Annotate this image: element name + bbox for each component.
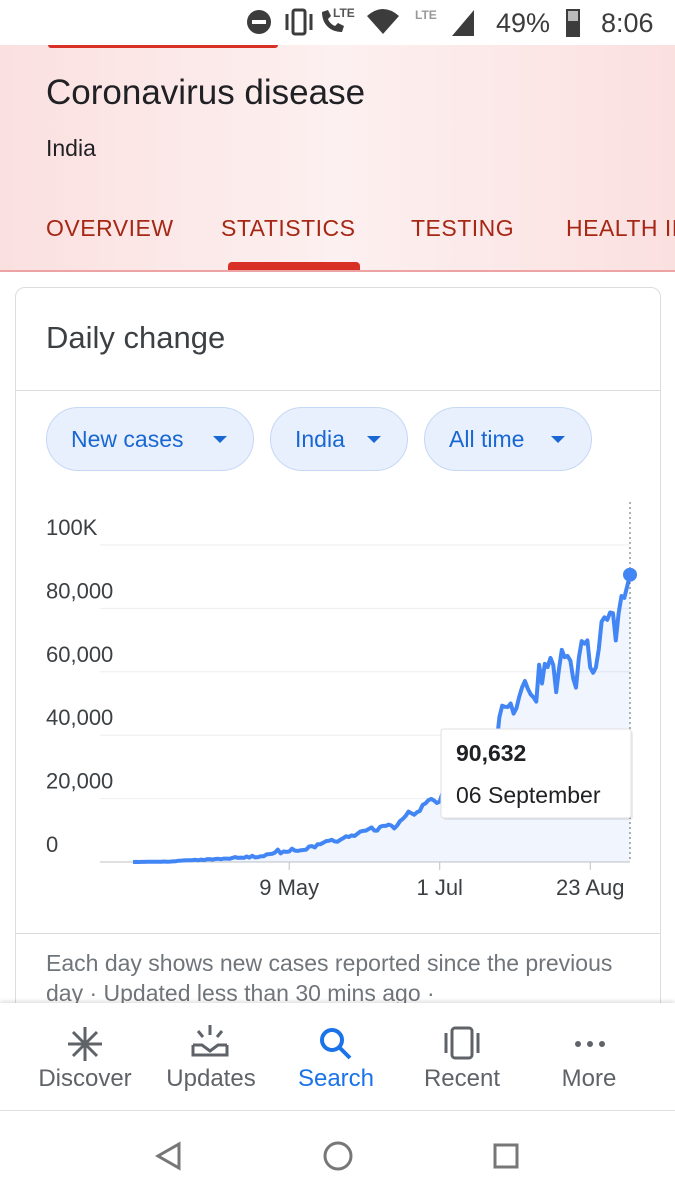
dnd-bar [252, 20, 266, 24]
search-icon [320, 1028, 344, 1052]
bottom-nav: Discover Updates Search Recent More [0, 1003, 675, 1111]
call-network: LTE [333, 6, 355, 20]
clock: 8:06 [601, 8, 654, 38]
status-bar: LTE LTE 49% 8:06 [0, 0, 675, 45]
more-dot [587, 1041, 593, 1047]
wifi-icon [367, 9, 399, 34]
status-icons [247, 8, 580, 37]
x-tick-label: 1 Jul [416, 875, 462, 900]
tooltip-value: 90,632 [456, 740, 526, 766]
nav-item[interactable]: Discover [38, 1065, 132, 1092]
y-tick-label: 100K [46, 515, 98, 540]
system-icons [154, 1141, 519, 1171]
x-tick-label: 9 May [259, 875, 319, 900]
card-title: Daily change [46, 320, 226, 355]
signal-icon [452, 10, 474, 36]
footnote: Each day shows new cases reported since … [46, 950, 613, 1006]
recent-edges [444, 1033, 480, 1053]
y-tick-label: 60,000 [46, 642, 113, 667]
y-tick-label: 20,000 [46, 769, 113, 794]
header: Coronavirus disease India OVERVIEW STATI… [0, 45, 675, 272]
nav-item[interactable]: Updates [166, 1065, 256, 1092]
active-tab-indicator [228, 262, 360, 270]
nav-icons [68, 1025, 605, 1061]
recent-icon [450, 1026, 474, 1060]
search-handle [337, 1045, 352, 1060]
nav-item[interactable]: Search [297, 1065, 375, 1092]
chip[interactable]: All time [424, 407, 592, 471]
line [132, 574, 632, 864]
page-title: Coronavirus disease [46, 73, 366, 112]
tab[interactable]: STATISTICS [221, 215, 356, 241]
y-tick-label: 0 [46, 832, 58, 857]
chip[interactable]: New cases [46, 407, 254, 471]
chip[interactable]: India [270, 407, 408, 471]
divider [16, 390, 660, 391]
page-subtitle: India [46, 135, 96, 161]
y-tick-label: 40,000 [46, 705, 113, 730]
x-tick-label: 23 Aug [556, 875, 625, 900]
more-dot [599, 1041, 605, 1047]
more-dot [575, 1041, 581, 1047]
tab[interactable]: OVERVIEW [46, 215, 174, 241]
data-network: LTE [415, 8, 437, 22]
vibrate-icon [291, 8, 307, 36]
chart: 0 20,000 40,000 60,000 80,000 100K 9 May 1 Jul 2… [46, 502, 637, 900]
nav-item[interactable]: More [561, 1065, 617, 1092]
selected-point [623, 567, 637, 582]
top-indicator [48, 45, 278, 48]
vibrate-lines [285, 14, 313, 30]
divider [16, 933, 660, 934]
back-button[interactable] [154, 1141, 181, 1171]
battery-percent: 49% [496, 8, 551, 38]
home-button[interactable] [323, 1141, 353, 1171]
overview-button[interactable] [493, 1143, 519, 1169]
discover-icon [68, 1027, 102, 1061]
updates-icon [191, 1025, 229, 1057]
tooltip [440, 728, 632, 819]
y-tick-label: 80,000 [46, 578, 113, 603]
battery-empty [568, 11, 578, 21]
nav-item[interactable]: Recent [423, 1065, 501, 1092]
tab[interactable]: HEALTH INFO [566, 215, 675, 241]
call-icon [322, 10, 344, 32]
system-nav [0, 1111, 675, 1200]
tab[interactable]: TESTING [411, 215, 515, 241]
tooltip-date: 06 September [456, 782, 601, 808]
